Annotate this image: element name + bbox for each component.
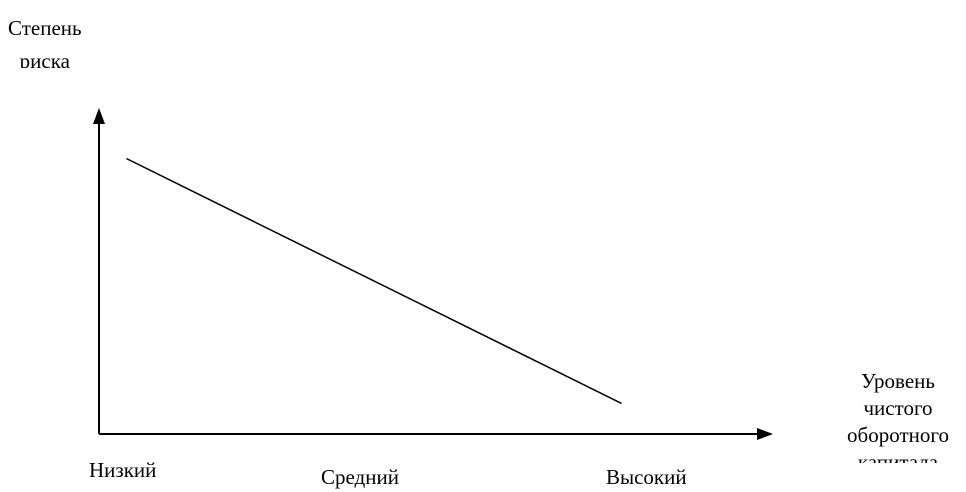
x-tick-label-low: Низкий: [89, 458, 157, 482]
chart-axes: [93, 108, 773, 440]
x-axis-label-line-3: оборотного: [847, 423, 949, 447]
y-axis-arrow-icon: [93, 108, 105, 124]
x-axis-label-line-1: Уровень: [861, 369, 935, 393]
x-axis-label: Уровень чистого оборотного капитала: [834, 368, 962, 463]
x-axis-arrow-icon: [757, 428, 773, 440]
x-tick-label-medium: Средний: [321, 465, 399, 489]
y-axis-label-line-1: Степень: [8, 16, 82, 40]
x-axis-label-line-4: капитала: [857, 450, 939, 463]
x-tick-label-high: Высокий: [606, 465, 687, 489]
y-axis-label-line-2: риска: [19, 51, 70, 68]
series-line-1: [126, 157, 622, 405]
chart-series: [126, 157, 622, 405]
y-axis-label: Степень риска: [8, 16, 82, 69]
x-axis-label-line-2: чистого: [863, 396, 933, 420]
